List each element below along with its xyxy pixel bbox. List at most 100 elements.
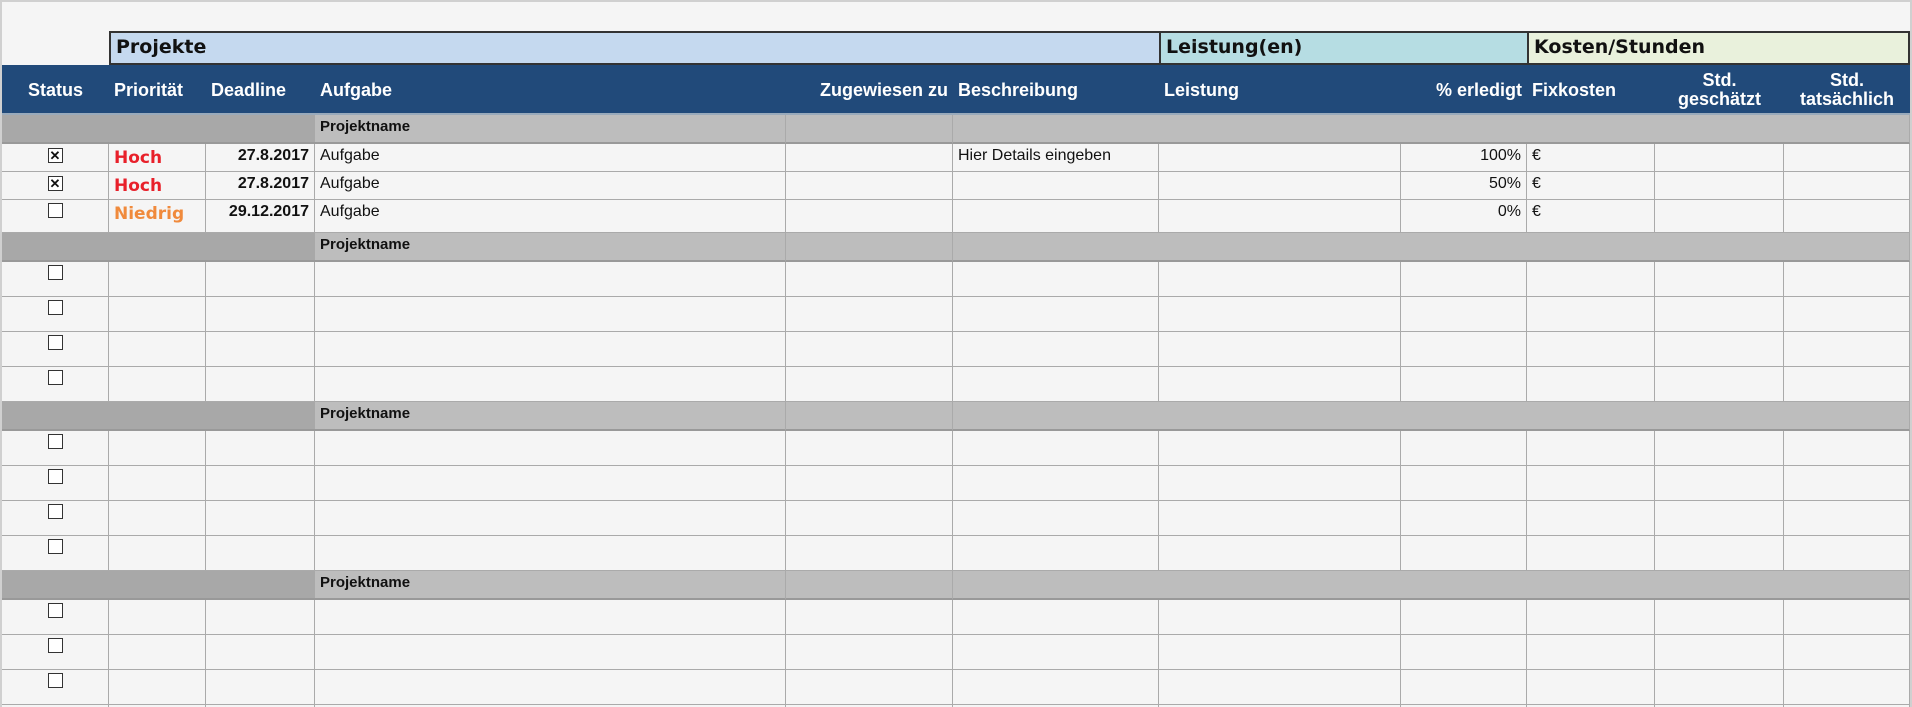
cell[interactable] xyxy=(1401,466,1527,501)
project-name[interactable]: Projektname xyxy=(315,571,786,600)
cell[interactable] xyxy=(315,670,786,705)
cell[interactable] xyxy=(1401,635,1527,670)
cell[interactable] xyxy=(315,536,786,571)
deadline-cell[interactable]: 27.8.2017 xyxy=(206,144,315,172)
cell[interactable] xyxy=(109,466,206,501)
status-cell[interactable] xyxy=(2,600,109,635)
cell[interactable] xyxy=(1159,262,1401,297)
priority-cell[interactable]: Hoch xyxy=(109,144,206,172)
cell[interactable] xyxy=(786,600,953,635)
cell[interactable] xyxy=(1784,705,1910,707)
cell[interactable] xyxy=(315,635,786,670)
project-name[interactable]: Projektname xyxy=(315,402,786,431)
cell[interactable] xyxy=(1159,332,1401,367)
cell[interactable] xyxy=(1655,297,1784,332)
cell[interactable] xyxy=(1527,501,1655,536)
cell[interactable] xyxy=(109,705,206,707)
cell[interactable] xyxy=(1784,144,1910,172)
cell[interactable] xyxy=(206,536,315,571)
status-checkbox[interactable] xyxy=(47,673,63,688)
col-beschreibung[interactable]: Beschreibung xyxy=(958,79,1079,100)
col-std-tatsaechlich[interactable]: Std. tatsächlich xyxy=(1799,70,1895,109)
priority-cell[interactable]: Niedrig xyxy=(109,200,206,233)
cell[interactable] xyxy=(1159,670,1401,705)
status-checkbox[interactable] xyxy=(47,539,63,554)
cell[interactable] xyxy=(1655,172,1784,200)
status-cell[interactable] xyxy=(2,297,109,332)
cell[interactable] xyxy=(1401,501,1527,536)
cell[interactable] xyxy=(1527,536,1655,571)
project-name[interactable]: Projektname xyxy=(315,115,786,144)
col-std-geschaetzt[interactable]: Std. geschätzt xyxy=(1677,70,1762,109)
cell[interactable] xyxy=(1784,635,1910,670)
cell[interactable] xyxy=(786,466,953,501)
cell[interactable] xyxy=(786,635,953,670)
cell[interactable] xyxy=(1655,635,1784,670)
cell[interactable] xyxy=(206,367,315,402)
col-fixkosten[interactable]: Fixkosten xyxy=(1532,79,1617,100)
cell[interactable] xyxy=(1655,670,1784,705)
cell[interactable] xyxy=(1784,501,1910,536)
cell[interactable] xyxy=(1784,367,1910,402)
cell[interactable] xyxy=(1784,297,1910,332)
col-aufgabe[interactable]: Aufgabe xyxy=(320,79,392,100)
cell[interactable] xyxy=(109,536,206,571)
status-cell[interactable] xyxy=(2,536,109,571)
cell[interactable] xyxy=(1655,466,1784,501)
cell[interactable] xyxy=(1159,367,1401,402)
cell[interactable] xyxy=(786,367,953,402)
cell[interactable] xyxy=(1527,670,1655,705)
status-checkbox[interactable] xyxy=(47,638,63,653)
cell[interactable] xyxy=(1401,670,1527,705)
col-erledigt[interactable]: % erledigt xyxy=(1435,79,1522,100)
cell[interactable] xyxy=(109,635,206,670)
cell[interactable] xyxy=(206,635,315,670)
deadline-cell[interactable]: 29.12.2017 xyxy=(206,200,315,233)
cell[interactable] xyxy=(786,536,953,571)
cell[interactable] xyxy=(1655,200,1784,233)
status-checkbox[interactable] xyxy=(47,434,63,449)
cell[interactable] xyxy=(953,635,1159,670)
cell[interactable] xyxy=(109,600,206,635)
cell[interactable] xyxy=(109,431,206,466)
priority-cell[interactable]: Hoch xyxy=(109,172,206,200)
cell[interactable] xyxy=(1159,172,1401,200)
group-cell[interactable] xyxy=(953,233,1910,262)
cell[interactable] xyxy=(206,600,315,635)
cell[interactable] xyxy=(206,466,315,501)
status-checkbox[interactable] xyxy=(47,300,63,315)
cell[interactable] xyxy=(1527,600,1655,635)
fixed-cost-cell[interactable]: € xyxy=(1527,172,1655,200)
cell[interactable] xyxy=(109,367,206,402)
cell[interactable] xyxy=(953,262,1159,297)
status-checkbox[interactable] xyxy=(47,203,63,218)
status-checkbox[interactable] xyxy=(47,265,63,280)
cell[interactable] xyxy=(315,466,786,501)
cell[interactable] xyxy=(315,705,786,707)
group-cell[interactable] xyxy=(786,571,953,600)
cell[interactable] xyxy=(1159,705,1401,707)
col-prioritaet[interactable]: Priorität xyxy=(114,79,184,100)
group-cell[interactable] xyxy=(953,571,1910,600)
cell[interactable] xyxy=(786,144,953,172)
cell[interactable] xyxy=(1784,670,1910,705)
project-name[interactable]: Projektname xyxy=(315,233,786,262)
cell[interactable] xyxy=(1159,501,1401,536)
cell[interactable] xyxy=(1784,600,1910,635)
cell[interactable] xyxy=(1784,200,1910,233)
cell[interactable] xyxy=(1159,536,1401,571)
status-cell[interactable] xyxy=(2,705,109,707)
group-cell[interactable] xyxy=(786,402,953,431)
task-cell[interactable]: Aufgabe xyxy=(315,144,786,172)
cell[interactable] xyxy=(953,172,1159,200)
cell[interactable] xyxy=(1655,600,1784,635)
cell[interactable] xyxy=(109,332,206,367)
cell[interactable] xyxy=(1159,144,1401,172)
cell[interactable] xyxy=(1159,466,1401,501)
status-checkbox[interactable] xyxy=(47,504,63,519)
cell[interactable] xyxy=(953,600,1159,635)
cell[interactable] xyxy=(206,705,315,707)
cell[interactable] xyxy=(1655,501,1784,536)
status-cell[interactable]: ✕ xyxy=(2,144,109,172)
cell[interactable] xyxy=(1401,431,1527,466)
